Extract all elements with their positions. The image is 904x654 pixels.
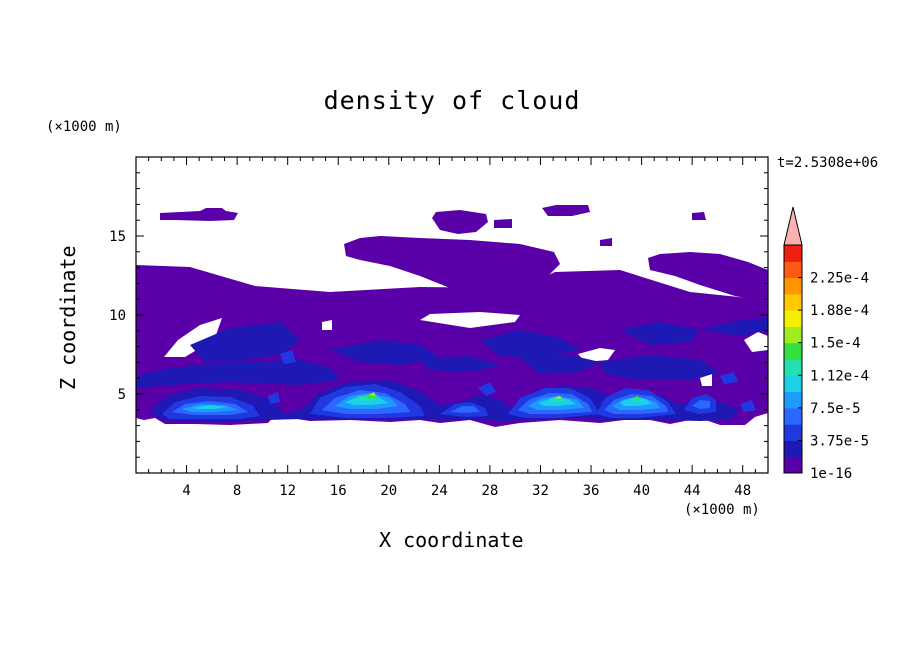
upper-cloud-blobs xyxy=(160,205,768,302)
x-tick-label: 36 xyxy=(583,483,600,499)
chart-title: density of cloud xyxy=(323,86,581,115)
colorbar-segment xyxy=(784,326,802,344)
colorbar-label: 2.25e-4 xyxy=(810,271,869,287)
colorbar-segment xyxy=(784,310,802,327)
colorbar-segment xyxy=(784,245,802,262)
colorbar-segment xyxy=(784,359,802,376)
cloud-gap xyxy=(164,318,222,357)
colorbar-extend-arrow xyxy=(783,206,803,246)
cloud-deck xyxy=(136,265,768,427)
x-tick-label: 8 xyxy=(233,483,241,499)
colorbar-segment xyxy=(784,293,802,311)
x-tick-label: 44 xyxy=(684,483,701,499)
x-tick-label: 12 xyxy=(279,483,296,499)
moderate-density-patches xyxy=(136,318,768,388)
colorbar-segment xyxy=(784,277,802,295)
x-tick-label: 24 xyxy=(431,483,448,499)
density-core-1 xyxy=(162,396,260,419)
y-axis-unit: (×1000 m) xyxy=(46,119,122,135)
y-tick-label: 5 xyxy=(118,387,126,403)
x-tick-label: 48 xyxy=(734,483,751,499)
cloud-gap xyxy=(322,320,332,330)
x-tick-label: 16 xyxy=(330,483,347,499)
density-core-3 xyxy=(440,382,496,417)
density-core-5 xyxy=(596,388,676,418)
colorbar-label: 1.5e-4 xyxy=(810,336,861,352)
x-tick-label: 4 xyxy=(182,483,190,499)
colorbar-segment xyxy=(784,407,802,425)
colorbar-segment xyxy=(784,391,802,409)
density-core-6 xyxy=(684,394,716,414)
colorbar-label: 3.75e-5 xyxy=(810,433,869,449)
x-tick-label: 28 xyxy=(481,483,498,499)
time-annotation: t=2.5308e+06 xyxy=(777,155,879,171)
x-tick-label: 32 xyxy=(532,483,549,499)
colorbar-label: 1e-16 xyxy=(810,466,852,482)
cloud-gap xyxy=(700,374,712,386)
colorbar-label: 1.88e-4 xyxy=(810,303,869,319)
x-tick-label: 40 xyxy=(633,483,650,499)
scattered-patches xyxy=(268,350,756,412)
y-tick-label: 15 xyxy=(109,229,126,245)
cloud-gap xyxy=(420,312,520,328)
colorbar-segment xyxy=(784,440,802,458)
cloud-gap xyxy=(578,348,615,362)
density-core-2 xyxy=(310,384,425,418)
density-field xyxy=(136,205,768,427)
colorbar-segment xyxy=(784,261,802,279)
colorbar-label: 1.12e-4 xyxy=(810,368,869,384)
x-axis-label: X coordinate xyxy=(379,528,524,552)
colorbar-segment xyxy=(784,456,802,474)
x-axis-unit: (×1000 m) xyxy=(684,502,760,518)
colorbar-segment xyxy=(784,342,802,360)
colorbar-segment xyxy=(784,375,802,393)
colorbar: 1e-16 3.75e-5 7.5e-5 1.12e-4 1.5e-4 1.88e-4 2.… xyxy=(783,206,869,482)
cloud-gap xyxy=(744,332,768,352)
y-tick-label: 10 xyxy=(109,308,126,324)
colorbar-segment xyxy=(784,424,802,441)
density-core-4 xyxy=(508,388,600,418)
x-tick-label: 20 xyxy=(380,483,397,499)
colorbar-label: 7.5e-5 xyxy=(810,401,861,417)
